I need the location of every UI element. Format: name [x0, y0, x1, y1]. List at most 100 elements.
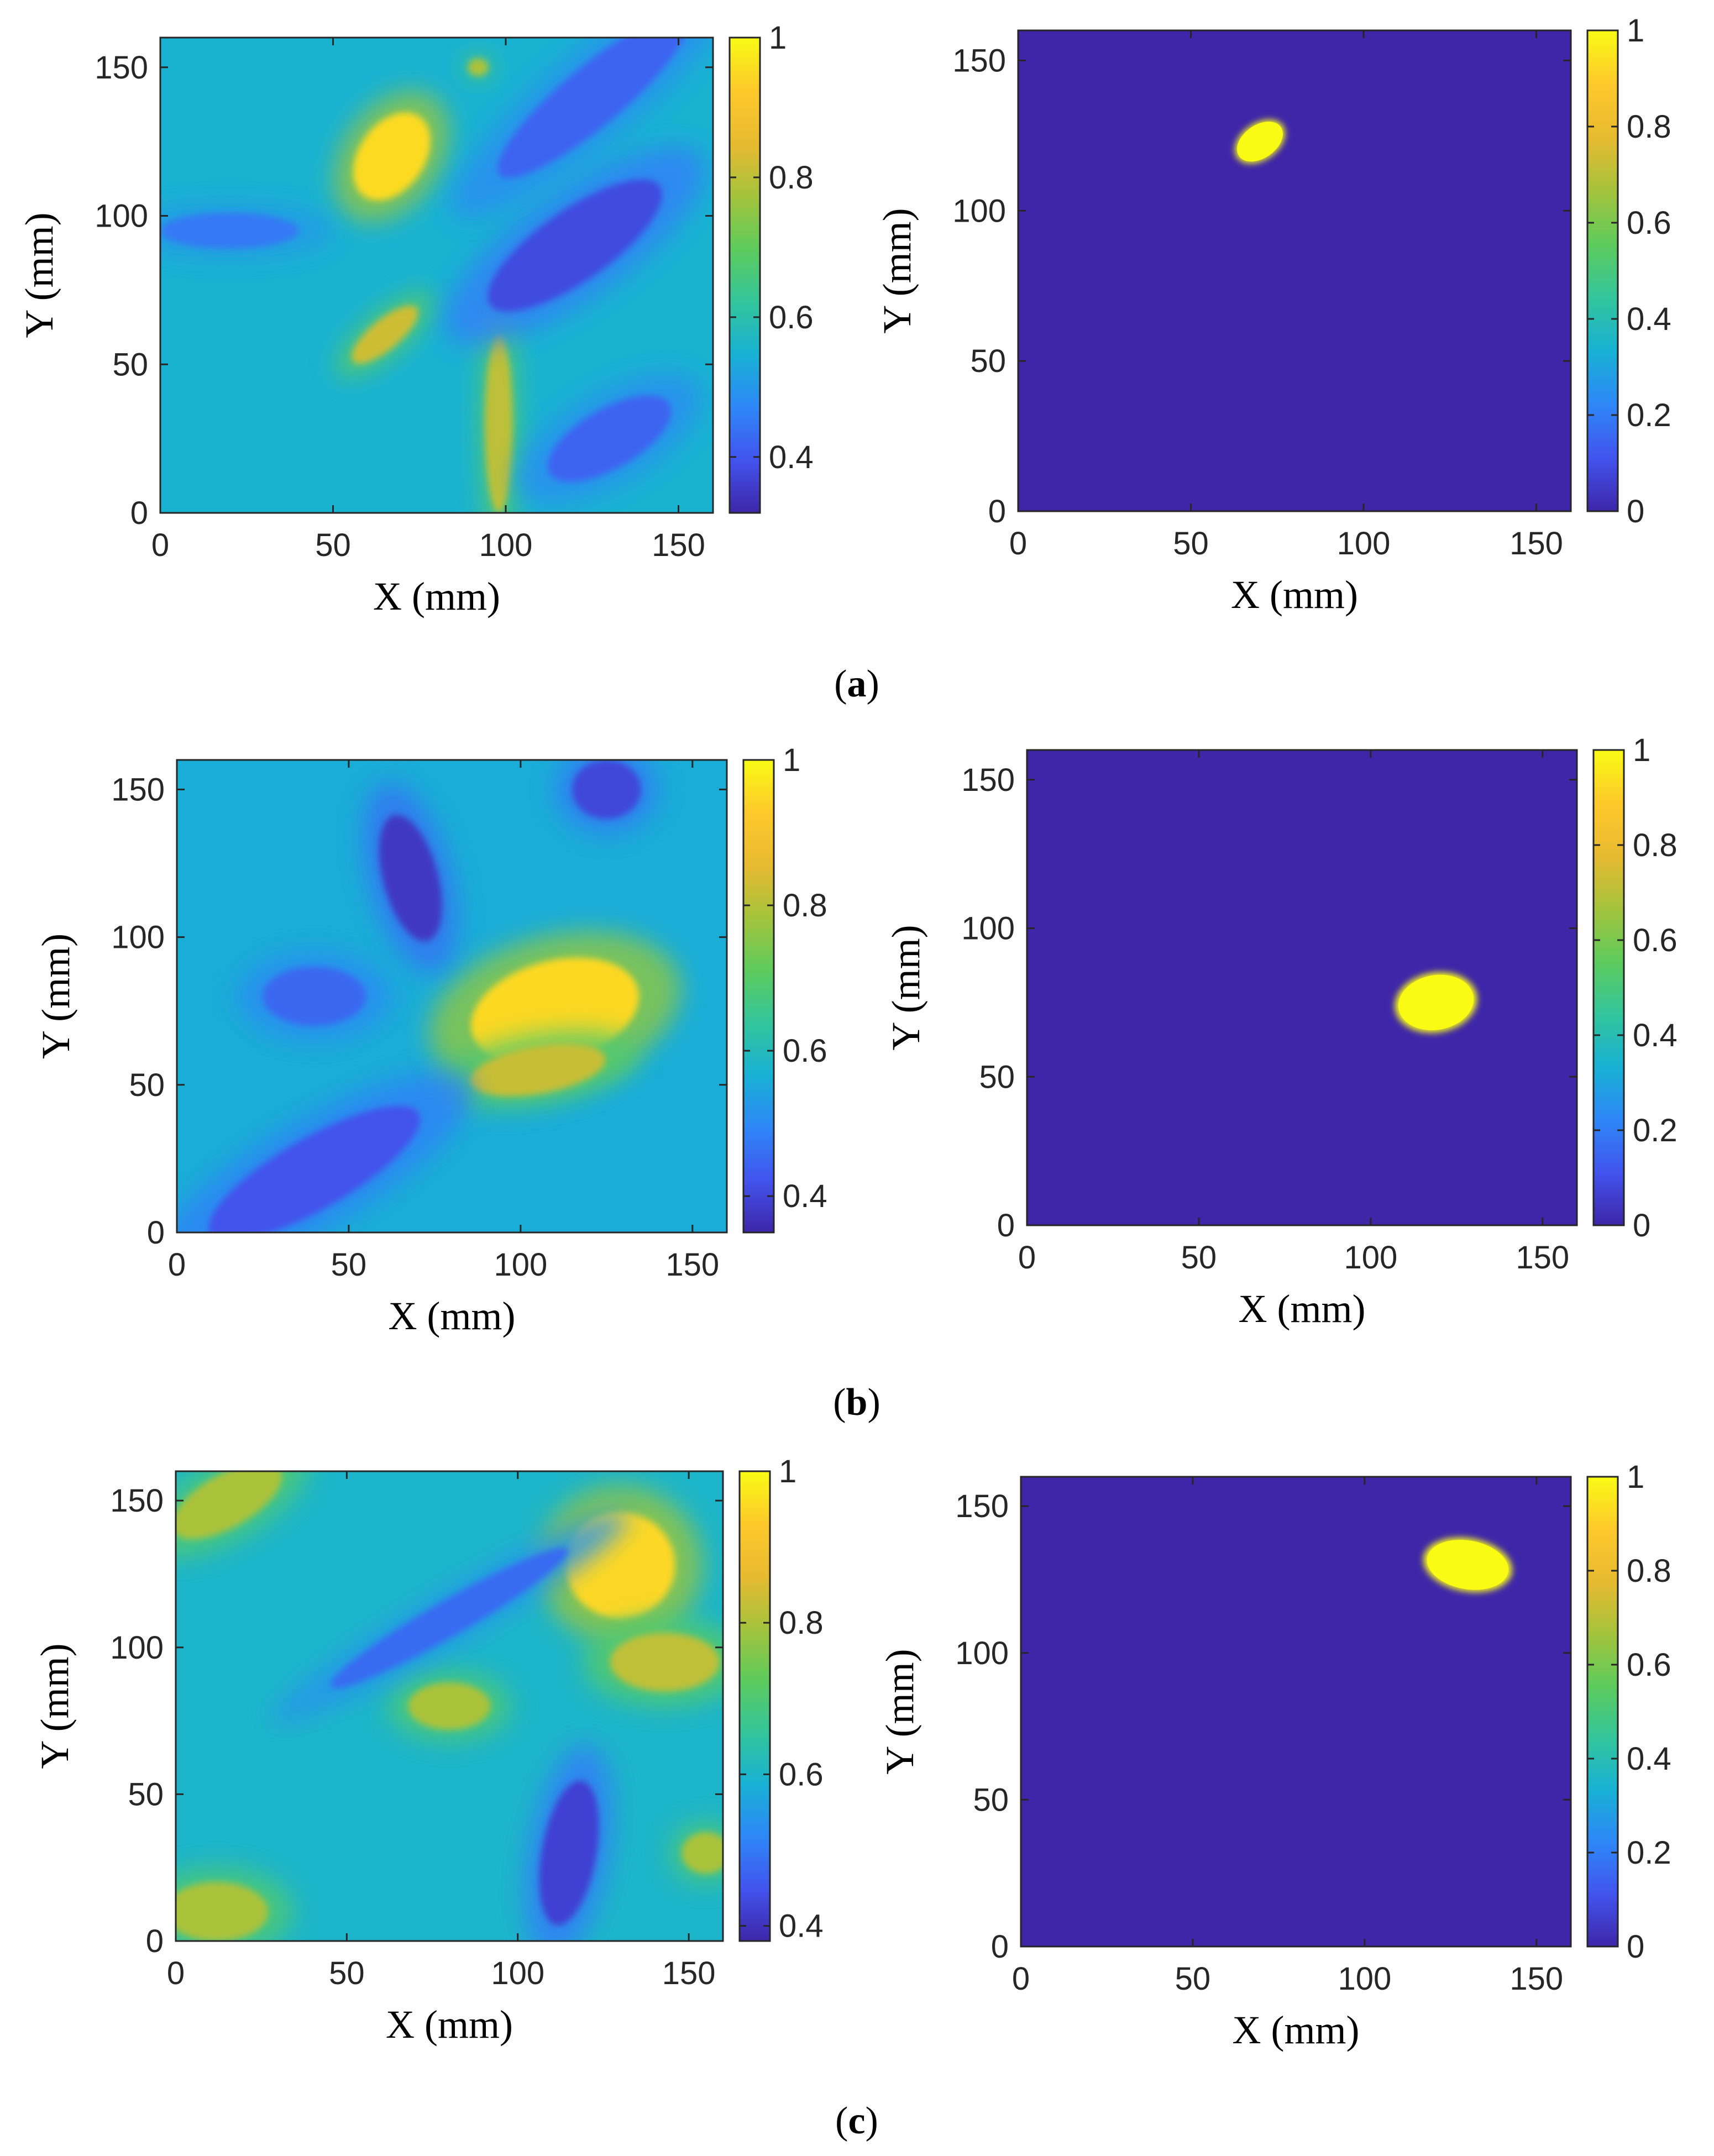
panel-b-right-colorbar-label: 1 — [1633, 732, 1650, 768]
panel-c-left-feature-6 — [539, 1780, 599, 1926]
panel-c-right-colorbar-label: 1 — [1627, 1459, 1644, 1495]
panel-c-left-ytick-label: 0 — [146, 1923, 164, 1959]
panel-c-left-colorbar-label: 1 — [779, 1454, 796, 1489]
panel-b-right-xlabel: X (mm) — [1239, 1287, 1366, 1331]
panel-a-right-xlabel: X (mm) — [1231, 573, 1358, 617]
panel-a-left-feature-4 — [488, 179, 662, 312]
panel-b-left-ytick-label: 50 — [129, 1067, 165, 1103]
panel-c-right-xtick-label: 100 — [1338, 1961, 1391, 1997]
panel-a-left-colorbar-label: 1 — [769, 20, 787, 56]
panel-a-left-xtick-label: 50 — [315, 527, 351, 563]
panel-c-right-ylabel: Y (mm) — [878, 1649, 922, 1774]
panel-b-right-region-core-0 — [1398, 974, 1474, 1031]
panel-c-right-xtick-label: 150 — [1509, 1961, 1563, 1997]
panel-a-left-feature-6 — [160, 213, 298, 249]
panel-c-left-colorbar-label: 0.4 — [779, 1908, 824, 1944]
panel-b-left-colorbar — [742, 759, 775, 1234]
panel-b-left-colorbar-label: 0.6 — [783, 1033, 827, 1069]
panel-a-left-ytick-label: 50 — [112, 347, 148, 382]
panel-c-left-feature-4 — [176, 1882, 269, 1941]
panel-a-left-ylabel: Y (mm) — [17, 212, 61, 338]
panel-b-right-ytick-label: 50 — [979, 1059, 1015, 1095]
panel-c-right-ytick-label: 150 — [955, 1488, 1009, 1524]
panel-c-left-ytick-label: 50 — [128, 1776, 164, 1812]
caption-a-open: ( — [834, 663, 847, 705]
caption-c-close: ) — [866, 2100, 878, 2142]
panel-a-right-ytick-label: 100 — [952, 193, 1006, 229]
panel-b-left-feature-2 — [379, 815, 442, 942]
panel-c-left-colorbar-label: 0.6 — [779, 1756, 824, 1792]
panel-a-right-colorbar — [1586, 29, 1619, 512]
caption-b-letter: b — [846, 1381, 868, 1424]
panel-b-right-heatmap — [1027, 750, 1577, 1225]
panel-c-right-colorbar-label: 0.4 — [1627, 1741, 1671, 1777]
panel-c-left-feature-7 — [331, 1548, 568, 1688]
panel-b-left-feature-3 — [208, 1105, 420, 1232]
panel-c-left: 0 50 100 150 0 50 100 150 X (mm) Y (mm) 0.4 0.6 0.8 1 — [33, 1454, 824, 2047]
panel-c-left-xtick-label: 0 — [167, 1955, 185, 1991]
panel-b-left-heatmap — [177, 760, 727, 1232]
panel-a-right-xtick-label: 100 — [1337, 526, 1391, 562]
panel-c-right-colorbar-label: 0.6 — [1627, 1647, 1671, 1683]
panel-c-left-colorbar-label: 0.8 — [779, 1605, 824, 1641]
panel-b-right-xtick-label: 0 — [1018, 1240, 1036, 1276]
panel-b-right-colorbar-label: 0.8 — [1633, 827, 1678, 863]
panel-c-left-xtick-label: 100 — [491, 1955, 544, 1991]
panel-a-left-xtick-label: 150 — [652, 527, 705, 563]
panel-a-left-feature-3 — [485, 334, 513, 513]
panel-c-right-xtick-label: 50 — [1175, 1961, 1211, 1997]
panel-a-left-axes-box — [159, 36, 714, 514]
panel-b-left-xlabel: X (mm) — [389, 1294, 516, 1338]
panel-b-right-background — [1027, 750, 1577, 1225]
panel-b-left-xtick-label: 50 — [331, 1247, 367, 1283]
panel-c-left-xtick-label: 150 — [662, 1955, 716, 1991]
panel-a-right: 0 50 100 150 0 50 100 150 X (mm) Y (mm) 0 0.2 0.4 0.6… — [875, 13, 1671, 617]
caption-b-close: ) — [867, 1381, 880, 1424]
panel-b-left-colorbar-label: 0.4 — [783, 1178, 827, 1214]
panel-c-right-heatmap — [1021, 1477, 1571, 1947]
caption-a-close: ) — [867, 663, 879, 705]
panel-a-right-colorbar-label: 0.2 — [1627, 397, 1671, 433]
panel-a-right-colorbar-label: 0.6 — [1627, 205, 1671, 241]
panel-c-left-feature-2 — [408, 1682, 491, 1730]
panel-a-left-feature-5 — [497, 38, 687, 179]
panel-b-left-ytick-label: 100 — [111, 920, 165, 956]
panel-b-left: 0 50 100 150 0 50 100 150 X (mm) Y (mm) 0.4 0.6 0.8 1 — [34, 742, 827, 1338]
panel-a-left: 0 50 100 150 0 50 100 150 X (mm) Y (mm) 0.4 0.6 0.8 1 — [17, 20, 814, 618]
panel-a-right-xtick-label: 50 — [1173, 526, 1209, 562]
panel-a-left-xlabel: X (mm) — [373, 574, 500, 618]
panel-c-right-colorbar-label: 0 — [1627, 1929, 1644, 1965]
panel-b-right-colorbar-label: 0.2 — [1633, 1113, 1678, 1148]
panel-b-left-feature-5 — [263, 967, 366, 1026]
panel-a-left-colorbar-label: 0.8 — [769, 160, 814, 196]
panel-b-left-colorbar-label: 1 — [783, 742, 800, 778]
panel-c-left-heatmap — [176, 1471, 723, 1941]
panel-c-left-ytick-label: 100 — [110, 1630, 164, 1666]
panel-a-right-colorbar-label: 0.8 — [1627, 109, 1671, 145]
panel-c-right-xlabel: X (mm) — [1233, 2008, 1360, 2052]
caption-c-letter: c — [848, 2100, 865, 2142]
panel-c-right-xtick-label: 0 — [1012, 1961, 1030, 1997]
panel-b-right-axes-box — [1026, 749, 1578, 1226]
panel-a-left-xtick-label: 0 — [151, 527, 169, 563]
panel-a-left-feature-1 — [468, 58, 489, 76]
caption-c: (c) — [835, 2100, 878, 2142]
panel-c-left-axes-box — [175, 1470, 724, 1942]
panel-b-left-xtick-label: 150 — [665, 1247, 719, 1283]
panel-c-right-colorbar-label: 0.2 — [1627, 1835, 1671, 1871]
panel-a-left-colorbar-label: 0.4 — [769, 439, 814, 475]
panel-a-right-heatmap — [1018, 30, 1571, 511]
panel-b-left-xtick-label: 100 — [494, 1247, 547, 1283]
panel-b-left-axes-box — [176, 759, 728, 1234]
panel-a-left-ytick-label: 0 — [130, 495, 148, 531]
panel-c-right-axes-box — [1020, 1476, 1572, 1948]
panel-c-left-feature-1 — [610, 1633, 720, 1692]
panel-a-left-xtick-label: 100 — [479, 527, 533, 563]
panel-a-right-ytick-label: 50 — [970, 343, 1006, 379]
panel-b-left-feature-4 — [572, 760, 641, 819]
panel-a-right-ylabel: Y (mm) — [875, 208, 919, 333]
panel-a-left-ytick-label: 150 — [95, 50, 148, 86]
panel-a-right-background — [1018, 30, 1571, 511]
panel-b-right-colorbar — [1592, 749, 1625, 1226]
